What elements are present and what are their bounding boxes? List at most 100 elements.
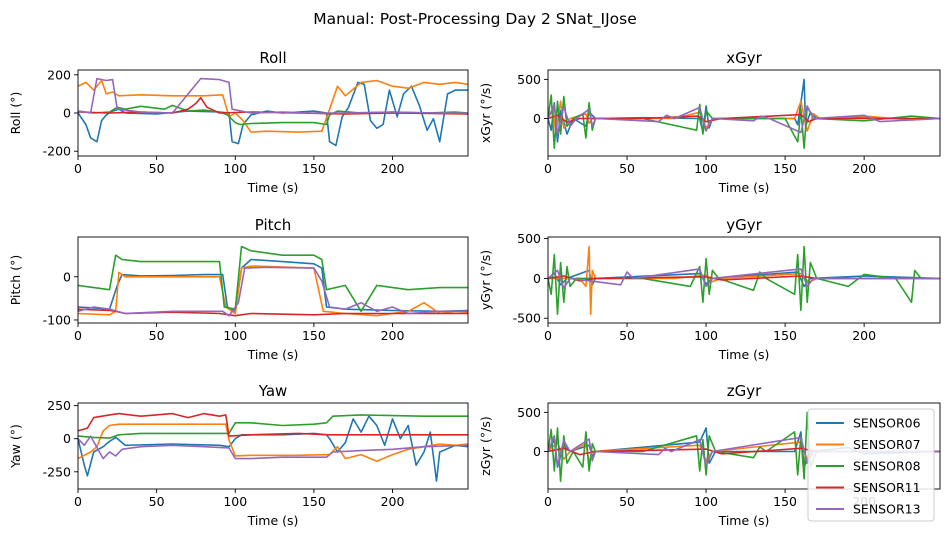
panel-xgyr: 0 50 100 150 200 0 500 xGyr Time (s) xGyr (°/s) (478, 49, 941, 195)
x-tick-label: 50 (149, 328, 165, 343)
y-tick-label: 0 (533, 444, 541, 459)
x-tick-label: 150 (773, 161, 797, 176)
series-group (78, 77, 468, 147)
x-tick-label: 100 (694, 161, 718, 176)
y-tick-label: 0 (63, 431, 71, 446)
y-tick-label: 0 (533, 271, 541, 286)
series-line-sensor06 (78, 415, 468, 482)
x-tick-label: 100 (223, 328, 247, 343)
x-tick-label: 150 (302, 161, 326, 176)
x-axis-label: Time (s) (718, 180, 770, 195)
legend-entry: SENSOR13 (853, 502, 921, 517)
series-line-sensor08 (78, 245, 468, 313)
series-line-sensor13 (78, 435, 468, 460)
panel-title: Roll (259, 49, 286, 67)
legend-entry: SENSOR08 (853, 459, 921, 474)
x-tick-label: 0 (544, 494, 552, 509)
x-tick-label: 50 (619, 161, 635, 176)
series-line-sensor13 (548, 268, 940, 289)
x-tick-label: 100 (223, 494, 247, 509)
y-tick-label: 250 (47, 398, 71, 413)
y-axis-label: yGyr (°/s) (478, 250, 493, 310)
series-group (78, 412, 468, 482)
y-tick-label: -100 (43, 312, 71, 327)
y-tick-label: 200 (47, 67, 71, 82)
x-tick-label: 0 (544, 328, 552, 343)
x-tick-label: 200 (381, 494, 405, 509)
x-tick-label: 200 (852, 161, 876, 176)
y-axis-label: Roll (°) (8, 92, 23, 135)
x-tick-label: 100 (694, 494, 718, 509)
x-tick-label: 200 (381, 328, 405, 343)
series-line-sensor13 (548, 103, 940, 135)
y-tick-label: -200 (43, 144, 71, 159)
panel-title: zGyr (727, 382, 762, 400)
series-line-sensor07 (548, 100, 940, 134)
legend: SENSOR06 SENSOR07 SENSOR08 SENSOR11 SENSOR13 (807, 408, 935, 522)
y-tick-label: 500 (517, 72, 541, 87)
series-group (548, 245, 940, 315)
y-tick-label: 500 (517, 405, 541, 420)
y-tick-label: -500 (513, 311, 541, 326)
series-line-sensor13 (78, 77, 468, 114)
x-axis-label: Time (s) (247, 513, 299, 528)
x-tick-label: 50 (619, 328, 635, 343)
x-tick-label: 200 (852, 328, 876, 343)
y-axis-label: Yaw (°) (8, 424, 23, 469)
legend-entry: SENSOR07 (853, 437, 921, 452)
x-axis-label: Time (s) (718, 513, 770, 528)
legend-entry: SENSOR06 (853, 416, 921, 431)
panel-title: Pitch (255, 216, 292, 234)
x-tick-label: 200 (381, 161, 405, 176)
x-axis-label: Time (s) (247, 180, 299, 195)
x-tick-label: 0 (74, 328, 82, 343)
panel-title: yGyr (726, 216, 762, 234)
x-tick-label: 150 (773, 494, 797, 509)
y-axis-label: Pitch (°) (8, 255, 23, 305)
series-line-sensor07 (78, 265, 468, 317)
x-tick-label: 150 (302, 328, 326, 343)
series-line-sensor07 (78, 423, 468, 462)
y-axis-label: xGyr (°/s) (478, 83, 493, 143)
x-tick-label: 50 (149, 494, 165, 509)
y-tick-label: 0 (63, 106, 71, 121)
series-line-sensor11 (78, 412, 468, 437)
series-group (78, 245, 468, 317)
series-line-sensor13 (548, 435, 940, 467)
plot-frame (547, 236, 941, 324)
legend-box (807, 408, 935, 522)
x-tick-label: 0 (74, 494, 82, 509)
y-tick-label: 0 (533, 111, 541, 126)
series-group (548, 78, 940, 149)
y-tick-label: -250 (43, 464, 71, 479)
series-line-sensor07 (78, 79, 468, 133)
x-tick-label: 150 (302, 494, 326, 509)
series-line-sensor08 (78, 414, 468, 439)
x-tick-label: 100 (223, 161, 247, 176)
plot-frame (547, 69, 941, 157)
x-axis-label: Time (s) (247, 347, 299, 362)
figure-title: Manual: Post-Processing Day 2 SNat_IJose (313, 10, 637, 29)
x-tick-label: 0 (544, 161, 552, 176)
y-tick-label: 500 (517, 231, 541, 246)
x-tick-label: 50 (619, 494, 635, 509)
x-tick-label: 0 (74, 161, 82, 176)
x-tick-label: 150 (773, 328, 797, 343)
series-line-sensor13 (78, 266, 468, 317)
legend-entry: SENSOR11 (853, 480, 921, 495)
x-axis-label: Time (s) (718, 347, 770, 362)
series-line-sensor11 (548, 275, 940, 282)
y-tick-label: 0 (63, 269, 71, 284)
panel-title: xGyr (726, 49, 762, 67)
x-tick-label: 100 (694, 328, 718, 343)
plot-frame (77, 236, 469, 324)
x-tick-label: 50 (149, 161, 165, 176)
panel-title: Yaw (258, 382, 288, 400)
plot-frame (77, 402, 469, 490)
